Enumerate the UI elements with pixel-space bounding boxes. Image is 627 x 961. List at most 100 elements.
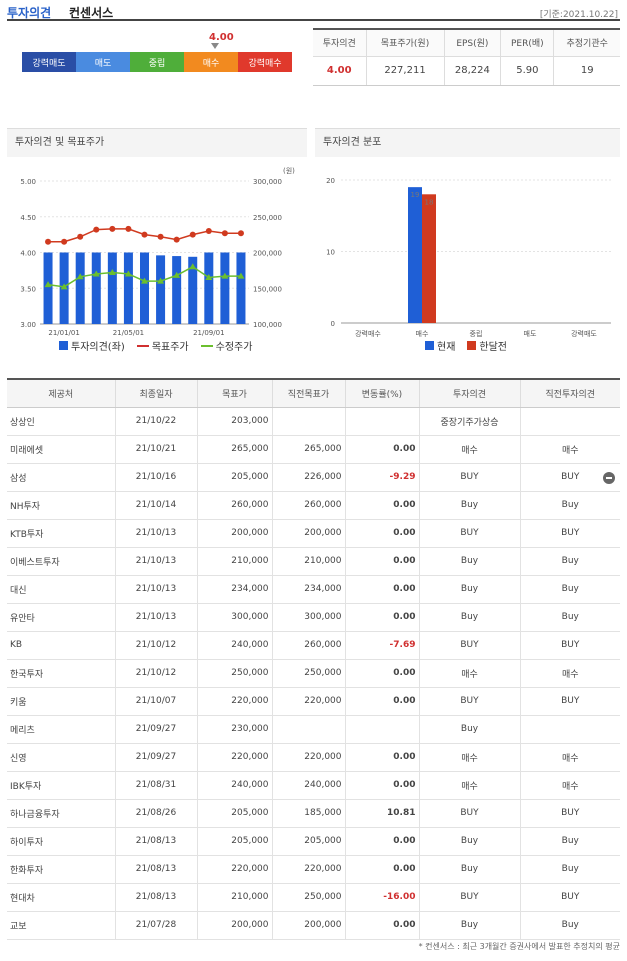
cell-prev-target: 265,000 bbox=[271, 435, 345, 464]
target-price-point bbox=[141, 231, 148, 238]
cell-provider: KB bbox=[7, 631, 115, 660]
section-subtitle: 컨센서스 bbox=[69, 6, 114, 20]
cell-target: 220,000 bbox=[196, 687, 272, 716]
bar-value-label: 18 bbox=[425, 198, 434, 206]
broker-table: 제공처 최종일자 목표가 직전목표가 변동률(%) 투자의견 직전투자의견 상상… bbox=[7, 378, 620, 940]
opinion-distribution-chart: 20 10 0 강력매수 19 18 매수 중립 매도 강력매도 bbox=[326, 177, 611, 338]
adjusted-price-point bbox=[60, 283, 68, 290]
cell-change: 0.00 bbox=[344, 519, 419, 548]
adjusted-price-point bbox=[124, 270, 132, 277]
summary-opinion: 4.00 bbox=[313, 56, 367, 86]
y-right-tick-label: 200,000 bbox=[253, 250, 282, 258]
opinion-bar bbox=[156, 255, 166, 324]
cell-target: 205,000 bbox=[196, 463, 272, 492]
cell-date: 21/10/13 bbox=[114, 575, 197, 604]
adjusted-price-point bbox=[76, 273, 84, 280]
adjusted-price-point bbox=[221, 272, 229, 279]
y-right-tick-label: 100,000 bbox=[253, 321, 282, 329]
cell-opinion: Buy bbox=[418, 603, 520, 632]
target-price-point bbox=[205, 228, 212, 235]
legend-red-icon bbox=[467, 341, 477, 350]
opinion-bar bbox=[204, 252, 214, 324]
scale-buy: 매수 bbox=[184, 52, 238, 72]
cell-prev-opinion bbox=[519, 715, 620, 744]
summary-header: 투자의견 bbox=[313, 29, 367, 57]
target-price-point bbox=[237, 230, 244, 237]
legend-item-opinion: 투자의견(좌) bbox=[59, 338, 125, 353]
opinion-bar bbox=[91, 252, 101, 324]
x-tick-label: 21/01/01 bbox=[48, 329, 79, 337]
summary-header: 목표주가(원) bbox=[365, 29, 444, 57]
cell-provider: 한화투자 bbox=[7, 855, 115, 884]
x-tick-label: 21/09/01 bbox=[193, 329, 224, 337]
cell-target: 205,000 bbox=[196, 827, 272, 856]
cell-date: 21/08/31 bbox=[114, 771, 197, 800]
cell-date: 21/10/13 bbox=[114, 519, 197, 548]
opinion-bar bbox=[123, 252, 133, 324]
cell-opinion: 매수 bbox=[418, 659, 520, 688]
legend-item-target: 목표주가 bbox=[136, 338, 189, 353]
opinion-bar bbox=[107, 252, 117, 324]
cell-prev-opinion: Buy bbox=[519, 911, 620, 940]
table-row: 한국투자 21/10/12 250,000 250,000 0.00 매수 매수 bbox=[7, 659, 620, 688]
cell-date: 21/09/27 bbox=[114, 743, 197, 772]
cell-prev-target: 240,000 bbox=[271, 771, 345, 800]
cell-date: 21/08/13 bbox=[114, 827, 197, 856]
cell-provider: 유안타 bbox=[7, 603, 115, 632]
cell-change: 0.00 bbox=[344, 659, 419, 688]
target-price-point bbox=[125, 225, 132, 232]
cell-change: 0.00 bbox=[344, 575, 419, 604]
cell-prev-opinion: BUY bbox=[519, 687, 620, 716]
cell-change: 0.00 bbox=[344, 435, 419, 464]
adjusted-price-point bbox=[92, 270, 100, 277]
cell-provider: 신영 bbox=[7, 743, 115, 772]
cell-date: 21/08/13 bbox=[114, 883, 197, 912]
cell-opinion: 매수 bbox=[418, 771, 520, 800]
adjusted-price-point bbox=[237, 272, 245, 279]
summary-per: 5.90 bbox=[500, 56, 554, 86]
x-tick-label: 중립 bbox=[470, 330, 483, 338]
opinion-bar bbox=[220, 252, 230, 324]
cell-opinion: Buy bbox=[418, 715, 520, 744]
table-row: KTB투자 21/10/13 200,000 200,000 0.00 BUY BUY bbox=[7, 519, 620, 548]
cell-date: 21/10/12 bbox=[114, 631, 197, 660]
scale-strong-sell: 강력매도 bbox=[22, 52, 76, 72]
cell-prev-target: 200,000 bbox=[271, 519, 345, 548]
cell-date: 21/10/22 bbox=[114, 407, 197, 436]
cell-date: 21/09/27 bbox=[114, 715, 197, 744]
cell-provider: 하이투자 bbox=[7, 827, 115, 856]
summary-header: PER(배) bbox=[500, 29, 554, 57]
table-row: 대신 21/10/13 234,000 234,000 0.00 Buy Buy bbox=[7, 575, 620, 604]
cell-provider: 교보 bbox=[7, 911, 115, 940]
table-row: 하나금융투자 21/08/26 205,000 185,000 10.81 BUY BUY bbox=[7, 799, 620, 828]
col-header-opinion: 투자의견 bbox=[418, 379, 520, 408]
table-row: NH투자 21/10/14 260,000 260,000 0.00 Buy Buy bbox=[7, 491, 620, 520]
y-right-tick-label: 150,000 bbox=[253, 285, 282, 293]
summary-value-row: 4.00 227,211 28,224 5.90 19 bbox=[313, 56, 620, 86]
cell-prev-opinion: Buy bbox=[519, 827, 620, 856]
cell-prev-target: 220,000 bbox=[271, 855, 345, 884]
cell-target: 260,000 bbox=[196, 491, 272, 520]
cell-date: 21/08/13 bbox=[114, 855, 197, 884]
cell-prev-opinion: 매수 bbox=[519, 771, 620, 800]
table-row: 메리츠 21/09/27 230,000 Buy bbox=[7, 715, 620, 744]
collapse-minus-icon[interactable] bbox=[603, 472, 615, 484]
legend-line-red-icon bbox=[136, 344, 149, 347]
cell-prev-opinion: Buy bbox=[519, 491, 620, 520]
legend-item-current: 현재 bbox=[425, 338, 455, 353]
scale-strong-buy: 강력매수 bbox=[238, 52, 292, 72]
month-ago-bar bbox=[422, 194, 436, 323]
cell-provider: 미래에셋 bbox=[7, 435, 115, 464]
cell-date: 21/10/13 bbox=[114, 547, 197, 576]
table-row: 하이투자 21/08/13 205,000 205,000 0.00 Buy Buy bbox=[7, 827, 620, 856]
cell-opinion: Buy bbox=[418, 491, 520, 520]
x-tick-label: 21/05/01 bbox=[113, 329, 144, 337]
scale-sell: 매도 bbox=[76, 52, 130, 72]
cell-prev-opinion bbox=[519, 407, 620, 436]
cell-change: 0.00 bbox=[344, 827, 419, 856]
cell-prev-target: 185,000 bbox=[271, 799, 345, 828]
cell-prev-opinion: 매수 bbox=[519, 435, 620, 464]
cell-date: 21/10/12 bbox=[114, 659, 197, 688]
x-tick-label: 강력매수 bbox=[355, 329, 381, 338]
y-left-tick-label: 5.00 bbox=[20, 178, 36, 186]
